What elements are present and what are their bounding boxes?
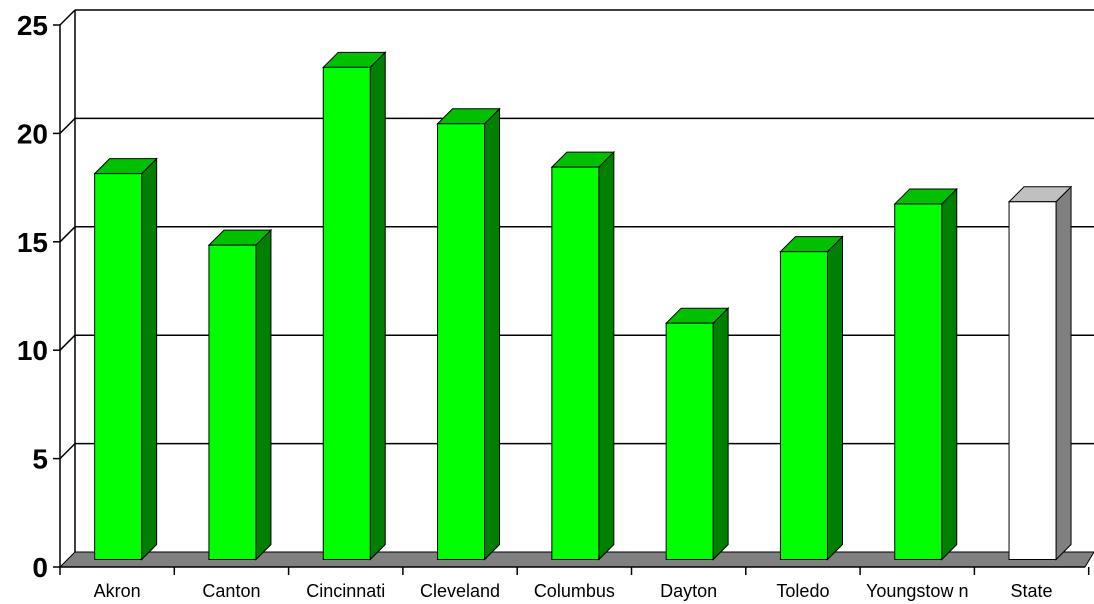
gridline-side bbox=[59, 443, 76, 460]
bar bbox=[207, 228, 273, 561]
bar bbox=[322, 51, 387, 561]
x-tick-label: Dayton bbox=[660, 581, 717, 601]
gridline-side bbox=[59, 117, 76, 134]
bar bbox=[1007, 185, 1073, 561]
x-axis-tick-labels: Akron Canton Cincinnati Cleveland Columbus Da… bbox=[94, 581, 1053, 601]
bar-side bbox=[1055, 185, 1072, 561]
bar-front bbox=[1008, 201, 1057, 560]
x-tick-label: Toledo bbox=[776, 581, 829, 601]
x-tick-label: Columbus bbox=[534, 581, 615, 601]
bar bbox=[893, 187, 958, 561]
y-tick-label: 10 bbox=[17, 335, 48, 366]
x-tick-label: Akron bbox=[94, 581, 141, 601]
y-tick-label: 15 bbox=[17, 227, 48, 258]
bar-side bbox=[369, 51, 386, 561]
y-tick-label: 5 bbox=[32, 444, 48, 475]
bar-front bbox=[322, 66, 371, 560]
bar-front bbox=[208, 244, 257, 560]
x-tick-label: Cleveland bbox=[420, 581, 500, 601]
gridline-side bbox=[59, 9, 76, 26]
bar bbox=[93, 157, 158, 561]
y-tick-label: 0 bbox=[32, 552, 48, 583]
bar-front bbox=[779, 251, 828, 560]
bar-side bbox=[484, 107, 501, 561]
bar-series bbox=[93, 51, 1073, 561]
bar-side bbox=[598, 150, 615, 561]
bar bbox=[779, 235, 844, 561]
bar-front bbox=[894, 203, 943, 560]
bar-side bbox=[255, 228, 272, 561]
bar bbox=[550, 150, 616, 561]
bar bbox=[664, 306, 730, 561]
x-tick-label: Canton bbox=[202, 581, 260, 601]
x-tick-label: State bbox=[1011, 581, 1053, 601]
bar bbox=[436, 107, 501, 561]
bar-side bbox=[141, 157, 158, 561]
x-tick-label: Cincinnati bbox=[306, 581, 385, 601]
x-tick-label: Youngstow n bbox=[866, 581, 968, 601]
bar-side bbox=[826, 235, 843, 561]
gridline-side bbox=[59, 334, 76, 351]
bar-side bbox=[941, 187, 958, 561]
bar-front bbox=[94, 173, 143, 560]
y-tick-label: 25 bbox=[17, 10, 48, 41]
bar-front bbox=[665, 322, 714, 560]
y-tick-label: 20 bbox=[17, 118, 48, 149]
bar-front bbox=[551, 166, 600, 560]
axes bbox=[53, 24, 1090, 575]
bar-side bbox=[712, 306, 729, 561]
y-axis-tick-labels: 0 5 10 15 20 25 bbox=[17, 10, 48, 583]
gridline-side bbox=[59, 226, 76, 243]
bar-front bbox=[437, 123, 486, 561]
